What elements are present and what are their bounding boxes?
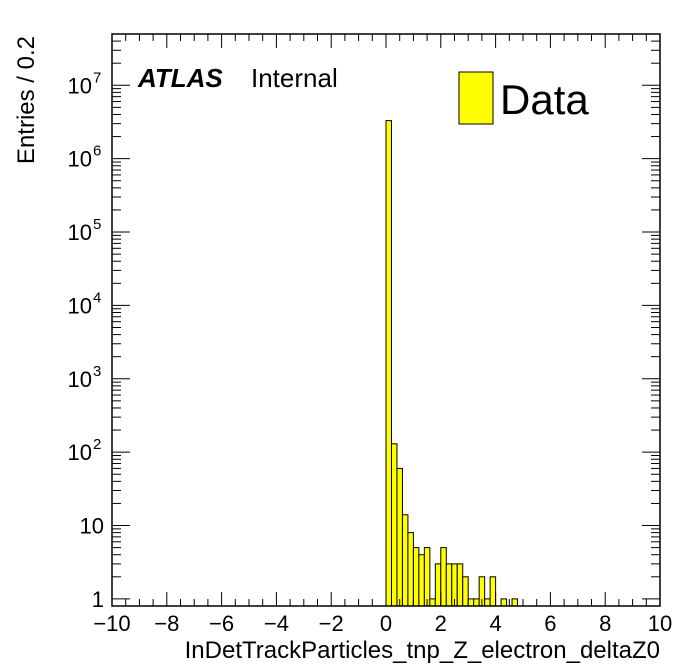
x-tick-label: −10 bbox=[93, 611, 130, 636]
plot-frame bbox=[111, 33, 661, 607]
x-tick-label: 10 bbox=[648, 611, 672, 636]
y-tick-label: 10 bbox=[68, 293, 92, 318]
y-tick-label: 10 bbox=[68, 220, 92, 245]
y-tick-label: 10 bbox=[68, 440, 92, 465]
histogram-bin-20 bbox=[500, 598, 508, 607]
x-axis-title: InDetTrackParticles_tnp_Z_electron_delta… bbox=[185, 637, 660, 664]
y-tick-exponent: 2 bbox=[93, 436, 101, 453]
y-axis-title: Entries / 0.2 bbox=[13, 36, 40, 164]
y-tick-exponent: 6 bbox=[93, 143, 101, 160]
histogram-bin-7 bbox=[423, 547, 431, 607]
histogram-bin-21 bbox=[511, 598, 519, 607]
histogram-bin-9 bbox=[434, 563, 442, 607]
y-tick-label: 10 bbox=[80, 514, 104, 539]
x-tick-label: 4 bbox=[489, 611, 501, 636]
histogram-bin-3 bbox=[401, 514, 409, 607]
histogram-bin-10 bbox=[440, 547, 447, 607]
legend-swatch bbox=[458, 71, 494, 125]
y-tick-label: 10 bbox=[68, 73, 92, 98]
x-tick-label: 6 bbox=[544, 611, 556, 636]
histogram-bin-15 bbox=[467, 598, 475, 607]
histogram-bin-2 bbox=[396, 467, 403, 607]
y-tick-label: 1 bbox=[92, 587, 104, 612]
histogram-bin-11 bbox=[445, 563, 453, 607]
y-tick-exponent: 7 bbox=[93, 69, 101, 86]
x-tick-label: 2 bbox=[435, 611, 447, 636]
histogram-bin-18 bbox=[484, 598, 491, 607]
internal-label: Internal bbox=[251, 63, 338, 93]
y-tick-label: 10 bbox=[68, 147, 92, 172]
histogram-bars bbox=[385, 120, 519, 607]
histogram-bin-6 bbox=[418, 554, 425, 607]
x-tick-label: 8 bbox=[599, 611, 611, 636]
histogram-bin-14 bbox=[462, 576, 469, 607]
x-tick-label: −6 bbox=[209, 611, 234, 636]
y-tick-exponent: 4 bbox=[93, 289, 101, 306]
x-tick-label: −2 bbox=[319, 611, 344, 636]
histogram-bin-19 bbox=[489, 576, 497, 607]
histogram-bin-4 bbox=[407, 532, 414, 607]
histogram-bin-1 bbox=[390, 443, 398, 607]
legend-label: Data bbox=[500, 76, 589, 123]
histogram-bin-13 bbox=[456, 563, 464, 607]
x-tick-label: 0 bbox=[380, 611, 392, 636]
histogram-bin-16 bbox=[473, 598, 480, 607]
histogram-bin-0 bbox=[385, 120, 392, 607]
y-tick-exponent: 3 bbox=[93, 363, 101, 380]
y-tick-label: 10 bbox=[68, 367, 92, 392]
histogram-bin-8 bbox=[429, 598, 436, 607]
atlas-label: ATLAS bbox=[137, 63, 223, 93]
x-tick-label: −8 bbox=[154, 611, 179, 636]
x-tick-label: −4 bbox=[264, 611, 289, 636]
y-tick-exponent: 5 bbox=[93, 216, 101, 233]
histogram-bin-5 bbox=[412, 547, 420, 607]
